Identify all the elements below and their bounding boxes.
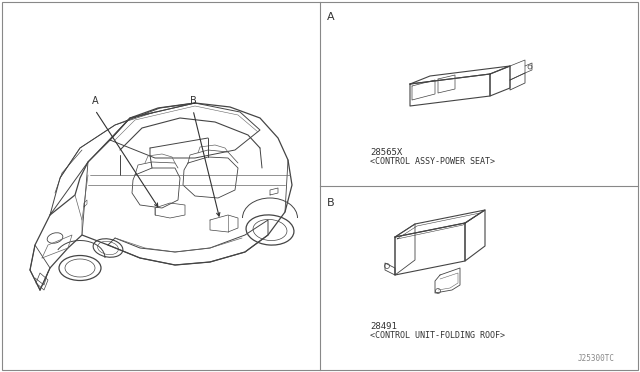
Text: B: B [189, 96, 196, 106]
Text: 28565X: 28565X [370, 148, 403, 157]
Text: 28491: 28491 [370, 322, 397, 331]
Text: A: A [327, 12, 335, 22]
Text: <CONTROL UNIT-FOLDING ROOF>: <CONTROL UNIT-FOLDING ROOF> [370, 331, 505, 340]
Text: B: B [327, 198, 335, 208]
Text: <CONTROL ASSY-POWER SEAT>: <CONTROL ASSY-POWER SEAT> [370, 157, 495, 166]
Text: J25300TC: J25300TC [578, 354, 615, 363]
Text: A: A [92, 96, 99, 106]
